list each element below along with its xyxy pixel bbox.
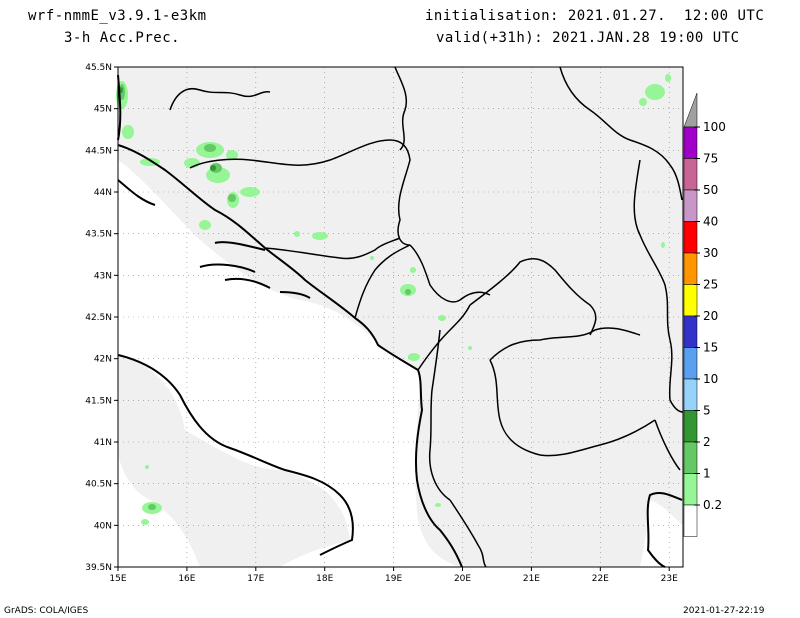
west-edge-coast xyxy=(117,74,122,141)
lat-label: 42N xyxy=(94,355,112,365)
istria-coast xyxy=(117,179,156,206)
lon-label: 18E xyxy=(316,574,333,584)
balkan-coast xyxy=(117,144,463,568)
lon-label: 20E xyxy=(454,574,471,584)
croatia-bosnia-border xyxy=(189,139,411,246)
valid-time: valid(+31h): 2021.JAN.28 19:00 UTC xyxy=(436,30,740,46)
legend-swatch xyxy=(683,473,698,506)
italy-coast xyxy=(117,354,354,556)
slovenia-croatia-border xyxy=(169,88,271,111)
lat-label: 43.5N xyxy=(85,230,112,240)
footer-credit: GrADS: COLA/IGES xyxy=(4,606,89,616)
lat-label: 41.5N xyxy=(85,396,112,406)
serbia-montenegro-border xyxy=(409,244,491,303)
coastlines xyxy=(117,74,683,568)
montenegro-inner-border xyxy=(354,244,411,319)
legend-swatch xyxy=(683,189,698,222)
serbia-croatia-border xyxy=(394,66,407,151)
lon-label: 19E xyxy=(385,574,402,584)
legend-label: 5 xyxy=(703,404,711,418)
lat-label: 42.5N xyxy=(85,313,112,323)
init-time: initialisation: 2021.01.27. 12:00 UTC xyxy=(425,8,765,24)
field-title: 3-h Acc.Prec. xyxy=(64,30,181,46)
lon-label: 15E xyxy=(109,574,126,584)
albania-montenegro-border xyxy=(417,304,471,371)
legend-swatch xyxy=(683,158,698,191)
legend-swatch xyxy=(683,504,698,537)
lat-label: 45.5N xyxy=(85,63,112,73)
lat-label: 45N xyxy=(94,105,112,115)
legend-label: 100 xyxy=(703,120,726,134)
country-borders xyxy=(169,66,684,568)
lat-label: 40N xyxy=(94,521,112,531)
footer-timestamp: 2021-01-27-22:19 xyxy=(683,606,765,616)
lat-label: 39.5N xyxy=(85,563,112,573)
legend-swatch xyxy=(683,378,698,411)
legend-swatch xyxy=(683,441,698,474)
legend-label: 2 xyxy=(703,435,711,449)
precip-light xyxy=(116,74,671,525)
legend-label: 50 xyxy=(703,183,718,197)
greece-albania-border xyxy=(449,499,487,568)
legend-label: 25 xyxy=(703,278,718,292)
model-title: wrf-nmmE_v3.9.1-e3km xyxy=(28,8,207,24)
aegean-coast xyxy=(646,491,683,568)
macedonia-north-border xyxy=(489,327,641,361)
dalmatian-islands xyxy=(199,241,311,299)
bosnia-montenegro-border xyxy=(264,237,401,260)
romania-serbia-border xyxy=(559,66,683,201)
legend-label: 20 xyxy=(703,309,718,323)
lat-label: 40.5N xyxy=(85,480,112,490)
legend-label: 0.2 xyxy=(703,498,722,512)
legend-swatch xyxy=(683,347,698,380)
lon-label: 16E xyxy=(178,574,195,584)
aegean-sea xyxy=(640,500,683,567)
bulgaria-greece-border xyxy=(654,419,681,471)
legend-swatch xyxy=(683,126,698,159)
lat-label: 44.5N xyxy=(85,146,112,156)
macedonia-south-border xyxy=(489,359,656,457)
bulgaria-west-border xyxy=(633,159,684,413)
lon-label: 21E xyxy=(523,574,540,584)
legend-label: 1 xyxy=(703,467,711,481)
latitude-labels: 45.5N 45N 44.5N 44N 43.5N 43N 42.5N 42N 41.5N 41N… xyxy=(85,63,118,573)
legend-label: 10 xyxy=(703,372,718,386)
legend-swatch xyxy=(683,252,698,285)
longitude-labels: 15E 16E 17E 18E 19E 20E 21E 22E 23E xyxy=(109,567,678,584)
italy-landmass xyxy=(118,355,350,567)
legend-label: 15 xyxy=(703,341,718,355)
legend-swatch xyxy=(683,221,698,254)
lon-label: 22E xyxy=(592,574,609,584)
lon-label: 17E xyxy=(247,574,264,584)
legend-label: 75 xyxy=(703,152,718,166)
legend-label: 40 xyxy=(703,215,718,229)
lat-label: 44N xyxy=(94,188,112,198)
lat-label: 41N xyxy=(94,438,112,448)
legend-swatch xyxy=(683,284,698,317)
kosovo-border xyxy=(469,258,597,336)
albania-east-border xyxy=(428,329,451,501)
lat-label: 43N xyxy=(94,271,112,281)
lon-label: 23E xyxy=(661,574,678,584)
legend-swatch xyxy=(683,315,698,348)
precip-legend: 100 75 50 40 30 25 20 15 10 5 2 1 0.2 xyxy=(683,92,726,537)
legend-swatch xyxy=(683,410,698,443)
legend-label: 30 xyxy=(703,246,718,260)
